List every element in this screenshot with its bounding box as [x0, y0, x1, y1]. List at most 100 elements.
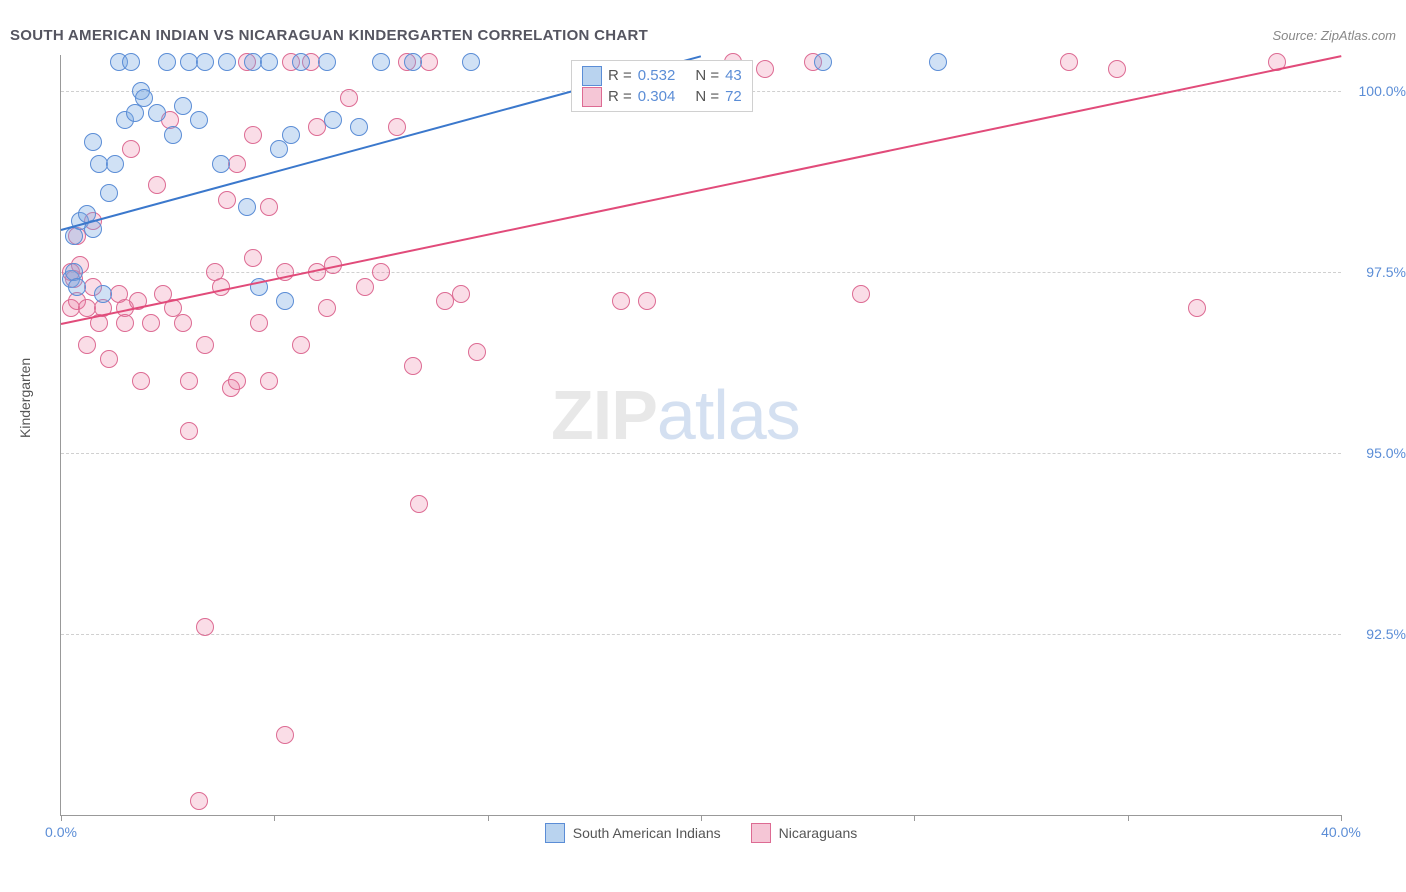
scatter-point — [174, 97, 192, 115]
scatter-point — [276, 292, 294, 310]
scatter-point — [814, 53, 832, 71]
scatter-point — [238, 198, 256, 216]
y-axis-label: Kindergarten — [17, 358, 33, 438]
ytick-label: 92.5% — [1346, 626, 1406, 642]
scatter-point — [68, 278, 86, 296]
r-label: R = — [608, 65, 632, 86]
scatter-point — [180, 372, 198, 390]
xtick-mark — [1341, 815, 1342, 821]
xtick-mark — [1128, 815, 1129, 821]
n-label: N = — [695, 86, 719, 107]
stats-legend-row: R = 0.304 N = 72 — [582, 86, 742, 107]
scatter-point — [158, 53, 176, 71]
scatter-point — [190, 792, 208, 810]
scatter-point — [218, 53, 236, 71]
scatter-point — [228, 155, 246, 173]
scatter-point — [318, 299, 336, 317]
scatter-point — [324, 111, 342, 129]
scatter-point — [244, 126, 262, 144]
scatter-point — [122, 53, 140, 71]
scatter-point — [135, 89, 153, 107]
scatter-point — [122, 140, 140, 158]
scatter-point — [164, 126, 182, 144]
scatter-point — [638, 292, 656, 310]
xtick-mark — [61, 815, 62, 821]
chart-title: SOUTH AMERICAN INDIAN VS NICARAGUAN KIND… — [10, 27, 648, 44]
scatter-point — [196, 53, 214, 71]
source-label: Source: ZipAtlas.com — [1272, 28, 1396, 43]
ytick-label: 97.5% — [1346, 264, 1406, 280]
scatter-point — [94, 285, 112, 303]
ytick-label: 100.0% — [1346, 83, 1406, 99]
plot-area: ZIPatlas 92.5%95.0%97.5%100.0%0.0%40.0%R… — [60, 55, 1341, 816]
scatter-point — [468, 343, 486, 361]
xtick-mark — [914, 815, 915, 821]
scatter-point — [612, 292, 630, 310]
gridline — [61, 272, 1341, 273]
scatter-point — [260, 53, 278, 71]
scatter-point — [462, 53, 480, 71]
r-value: 0.532 — [638, 65, 676, 86]
scatter-point — [100, 350, 118, 368]
series-legend-label: South American Indians — [573, 825, 721, 841]
scatter-point — [410, 495, 428, 513]
scatter-point — [100, 184, 118, 202]
watermark: ZIPatlas — [551, 375, 800, 455]
scatter-point — [174, 314, 192, 332]
scatter-point — [180, 422, 198, 440]
scatter-point — [84, 133, 102, 151]
scatter-point — [388, 118, 406, 136]
n-value: 72 — [725, 86, 742, 107]
scatter-point — [132, 372, 150, 390]
scatter-point — [244, 249, 262, 267]
scatter-point — [350, 118, 368, 136]
n-value: 43 — [725, 65, 742, 86]
legend-swatch — [582, 87, 602, 107]
r-label: R = — [608, 86, 632, 107]
scatter-point — [212, 155, 230, 173]
scatter-point — [929, 53, 947, 71]
series-legend-item: South American Indians — [545, 823, 721, 843]
stats-legend-row: R = 0.532 N = 43 — [582, 65, 742, 86]
scatter-point — [196, 618, 214, 636]
scatter-point — [1188, 299, 1206, 317]
ytick-label: 95.0% — [1346, 445, 1406, 461]
legend-swatch — [545, 823, 565, 843]
scatter-point — [356, 278, 374, 296]
legend-swatch — [751, 823, 771, 843]
scatter-point — [148, 104, 166, 122]
xtick-mark — [701, 815, 702, 821]
series-legend-item: Nicaraguans — [751, 823, 858, 843]
xtick-mark — [274, 815, 275, 821]
r-value: 0.304 — [638, 86, 676, 107]
series-legend-label: Nicaraguans — [779, 825, 858, 841]
scatter-point — [142, 314, 160, 332]
n-label: N = — [695, 65, 719, 86]
scatter-point — [372, 53, 390, 71]
scatter-point — [404, 357, 422, 375]
scatter-point — [260, 372, 278, 390]
scatter-point — [852, 285, 870, 303]
gridline — [61, 634, 1341, 635]
scatter-point — [318, 53, 336, 71]
gridline — [61, 453, 1341, 454]
scatter-point — [292, 336, 310, 354]
scatter-point — [106, 155, 124, 173]
scatter-point — [420, 53, 438, 71]
series-legend: South American Indians Nicaraguans — [61, 823, 1341, 843]
scatter-point — [190, 111, 208, 129]
scatter-point — [196, 336, 214, 354]
scatter-point — [78, 336, 96, 354]
legend-swatch — [582, 66, 602, 86]
scatter-point — [218, 191, 236, 209]
scatter-point — [1060, 53, 1078, 71]
scatter-point — [292, 53, 310, 71]
scatter-point — [270, 140, 288, 158]
scatter-point — [282, 126, 300, 144]
scatter-point — [260, 198, 278, 216]
scatter-point — [148, 176, 166, 194]
scatter-point — [228, 372, 246, 390]
scatter-point — [756, 60, 774, 78]
scatter-point — [340, 89, 358, 107]
scatter-point — [452, 285, 470, 303]
